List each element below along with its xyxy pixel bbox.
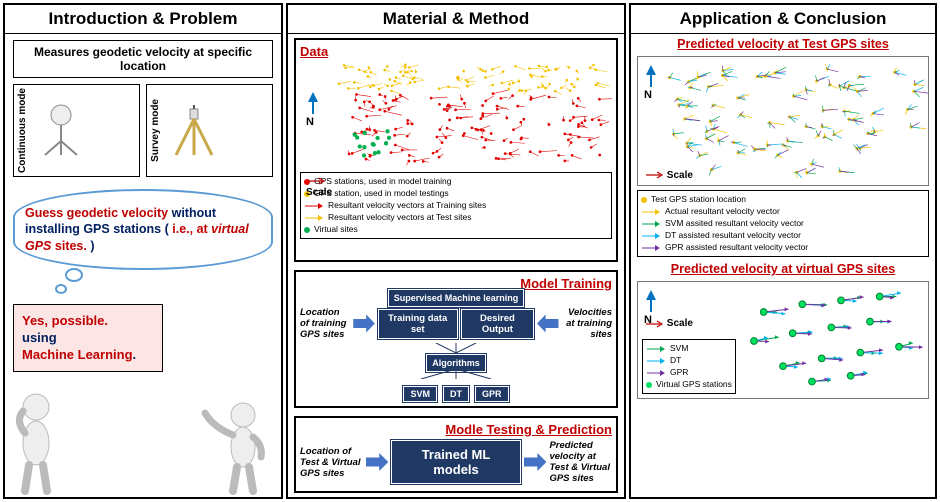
legend-row: Resultant velocity vectors at Test sites xyxy=(304,212,608,224)
data-panel-title: Data xyxy=(300,44,328,59)
data-legend: GPS stations, used in model trainingGPS … xyxy=(300,172,612,239)
thought-bubble: Guess geodetic velocity without installi… xyxy=(13,189,273,270)
train-panel: Model Training Supervised Machine learni… xyxy=(294,270,618,408)
measures-box: Measures geodetic velocity at specific l… xyxy=(13,40,273,78)
tripod-icon xyxy=(164,103,234,158)
legend-row: Virtual sites xyxy=(304,224,608,236)
data-panel: Data N Scale GPS stations, used in model… xyxy=(294,38,618,262)
legend-row: GPR xyxy=(646,367,732,379)
legend-row: SVM xyxy=(646,343,732,355)
arrow-icon xyxy=(366,453,389,471)
legend-row: Resultant velocity vectors at Training s… xyxy=(304,200,608,212)
col-method: Material & Method Data N Scale GPS stati… xyxy=(286,3,626,499)
arrow-icon xyxy=(524,453,547,471)
algo-box: GPR xyxy=(475,386,509,402)
algo-row: SVM DT GPR xyxy=(300,386,612,402)
legend-row: GPS stations, used in model training xyxy=(304,176,608,188)
thought-line5: sites. xyxy=(55,239,87,253)
survey-mode-label: Survey mode xyxy=(150,99,161,162)
thought-line3: i.e., at xyxy=(172,222,211,236)
train-left-text: Location of training GPS sites xyxy=(300,307,350,340)
gps-receiver-icon xyxy=(31,103,101,158)
predicted-virtual-chart: N Scale SVMDTGPRVirtual GPS stations xyxy=(637,281,929,399)
legend-row: DT assisted resultant velocity vector xyxy=(641,230,925,242)
train-data-box: Training data set xyxy=(378,309,458,339)
test-panel: Modle Testing & Prediction Location of T… xyxy=(294,416,618,493)
test-left-text: Location of Test & Virtual GPS sites xyxy=(300,446,363,479)
test-title: Modle Testing & Prediction xyxy=(445,422,612,437)
yes-line2: using xyxy=(22,330,57,345)
yes-box: Yes, possible. using Machine Learning. xyxy=(13,304,163,373)
scale-label: Scale xyxy=(644,170,693,181)
arrow-icon xyxy=(537,315,559,333)
output-box: Desired Output xyxy=(461,309,535,339)
north-arrow: N xyxy=(306,90,320,128)
connector-icon xyxy=(411,369,501,379)
survey-mode-box: Survey mode xyxy=(146,84,273,177)
thought-line1: Guess geodetic velocity xyxy=(25,206,168,220)
yes-line3: Machine Learning xyxy=(22,347,133,362)
algo-box: DT xyxy=(443,386,469,402)
scale-label: Scale xyxy=(644,318,693,329)
legend-row: Actual resultant velocity vector xyxy=(641,206,925,218)
col1-title: Introduction & Problem xyxy=(5,5,281,34)
presenting-figure-icon xyxy=(195,395,275,495)
legend-row: Test GPS station location xyxy=(641,194,925,206)
continuous-mode-box: Continuous mode xyxy=(13,84,140,177)
col2-title: Material & Method xyxy=(288,5,624,34)
col-application: Application & Conclusion Predicted veloc… xyxy=(629,3,937,499)
legend-row: SVM assited resultant velocity vector xyxy=(641,218,925,230)
thought-line6: ) xyxy=(90,239,94,253)
sec2-title: Predicted velocity at virtual GPS sites xyxy=(631,262,935,276)
algo-box: SVM xyxy=(403,386,437,402)
mode-row: Continuous mode Survey mode xyxy=(13,84,273,177)
legend1: Test GPS station locationActual resultan… xyxy=(637,190,929,257)
col3-title: Application & Conclusion xyxy=(631,5,935,34)
arrow-icon xyxy=(353,315,375,333)
continuous-mode-label: Continuous mode xyxy=(17,88,28,173)
legend-row: DT xyxy=(646,355,732,367)
thinking-figure-icon xyxy=(1,385,71,495)
yes-line4: . xyxy=(133,347,137,362)
north-arrow: N xyxy=(644,63,658,101)
yes-line1: Yes, possible. xyxy=(22,313,108,328)
data-scatter-chart xyxy=(300,59,612,169)
legend-row: Virtual GPS stations xyxy=(646,379,732,391)
trained-models-box: Trained ML models xyxy=(391,440,520,484)
col-introduction: Introduction & Problem Measures geodetic… xyxy=(3,3,283,499)
supervised-box: Supervised Machine learning xyxy=(388,289,525,307)
sec1-title: Predicted velocity at Test GPS sites xyxy=(631,37,935,51)
legend2: SVMDTGPRVirtual GPS stations xyxy=(642,339,736,395)
legend-row: GPR assisted resultant velocity vector xyxy=(641,242,925,254)
predicted-test-chart: N Scale xyxy=(637,56,929,186)
test-right-text: Predicted velocity at Test & Virtual GPS… xyxy=(549,440,612,484)
train-right-text: Velocities at training sites xyxy=(562,307,612,340)
train-title: Model Training xyxy=(520,276,612,291)
scale-label: Scale xyxy=(306,176,332,198)
legend-row: GPS station, used in model testings xyxy=(304,188,608,200)
